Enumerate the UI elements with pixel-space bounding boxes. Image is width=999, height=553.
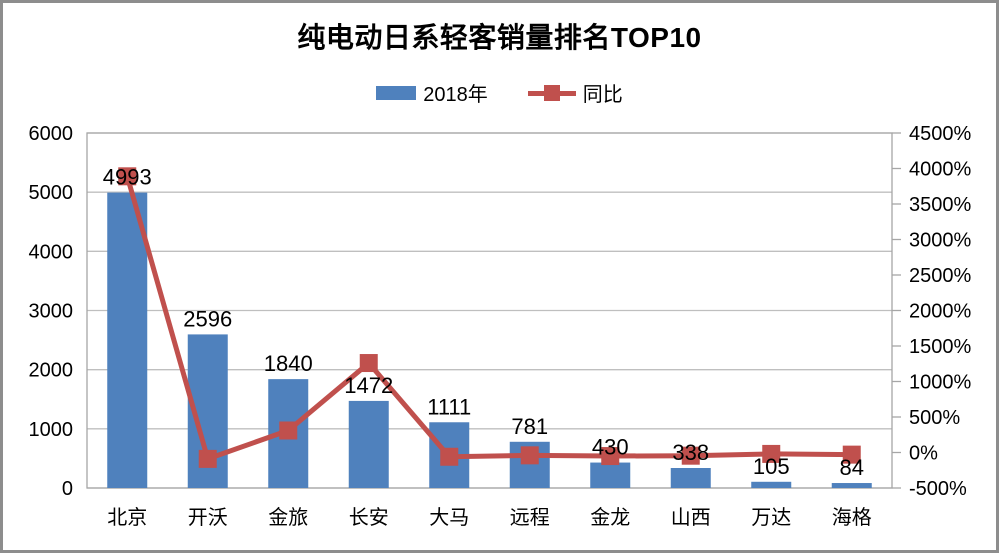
x-axis-label-开沃: 开沃 [188, 506, 228, 529]
chart-legend: 2018年 同比 [0, 78, 999, 107]
yoy-line-marker-北京 [118, 167, 137, 186]
bar-金龙 [590, 462, 631, 488]
right-axis-tick-label: 0% [909, 443, 938, 465]
bar-data-label: 1840 [264, 351, 313, 376]
bar-data-label: 1472 [344, 373, 393, 398]
bar-万达 [751, 481, 792, 488]
yoy-line-marker-金旅 [279, 421, 298, 440]
right-axis-tick-label: 2000% [909, 301, 971, 323]
right-axis-tick-label: 1500% [909, 336, 971, 358]
yoy-line-marker-远程 [520, 446, 539, 465]
bar-data-label: 1111 [427, 394, 471, 419]
bar-北京 [107, 192, 148, 489]
x-axis-label-北京: 北京 [107, 506, 147, 529]
right-axis-tick-label: 3500% [909, 194, 971, 216]
yoy-line [124, 175, 852, 463]
x-axis-label-山西: 山西 [671, 506, 711, 529]
x-axis-label-万达: 万达 [751, 506, 791, 529]
yoy-line-marker-长安 [359, 354, 378, 373]
left-axis-tick-label: 0 [62, 478, 73, 500]
legend-item-yoy: 同比 [527, 78, 623, 107]
chart-title: 纯电动日系轻客销量排名TOP10 [297, 22, 702, 53]
right-axis-tick-label: 2500% [909, 265, 971, 287]
right-axis-tick-label: -500% [909, 478, 967, 500]
legend-bar-swatch-icon [376, 85, 417, 100]
bar-data-label: 2596 [183, 306, 232, 331]
left-axis-tick-label: 1000 [29, 419, 74, 441]
bar-长安 [348, 400, 389, 488]
bar-data-label: 84 [840, 455, 864, 480]
legend-item-2018: 2018年 [376, 78, 488, 107]
right-axis-tick-label: 500% [909, 407, 960, 429]
legend-label-2018: 2018年 [423, 84, 488, 106]
bar-海格 [831, 483, 872, 488]
yoy-line-marker-山西 [681, 446, 700, 465]
x-axis-label-远程: 远程 [510, 506, 550, 529]
x-axis-label-大马: 大马 [429, 506, 469, 529]
yoy-line-marker-金龙 [601, 447, 620, 466]
bar-data-label: 105 [753, 454, 790, 479]
right-axis-tick-label: 4000% [909, 159, 971, 181]
bar-data-label: 4993 [103, 165, 152, 190]
legend-line-marker-icon [527, 84, 576, 102]
yoy-line-marker-海格 [842, 445, 861, 464]
right-axis-tick-label: 3000% [909, 230, 971, 252]
left-axis-tick-label: 3000 [29, 301, 74, 323]
right-axis-tick-label: 1000% [909, 372, 971, 394]
x-axis-label-海格: 海格 [832, 506, 872, 529]
left-axis-tick-label: 2000 [29, 360, 74, 382]
left-axis-tick-label: 6000 [29, 123, 74, 145]
bar-data-label: 338 [672, 440, 709, 465]
legend-label-yoy: 同比 [582, 84, 623, 106]
yoy-line-marker-开沃 [198, 449, 217, 468]
x-axis-label-长安: 长安 [349, 506, 389, 529]
x-axis-label-金龙: 金龙 [590, 506, 630, 529]
yoy-line-marker-大马 [440, 447, 459, 466]
x-axis-label-金旅: 金旅 [268, 506, 308, 529]
left-axis-tick-label: 4000 [29, 241, 74, 263]
left-axis-tick-label: 5000 [29, 182, 74, 204]
yoy-line-marker-万达 [762, 444, 781, 463]
right-axis-tick-label: 4500% [909, 123, 971, 145]
bar-data-label: 430 [592, 435, 629, 460]
bar-data-label: 781 [511, 414, 548, 439]
bar-山西 [670, 468, 711, 488]
